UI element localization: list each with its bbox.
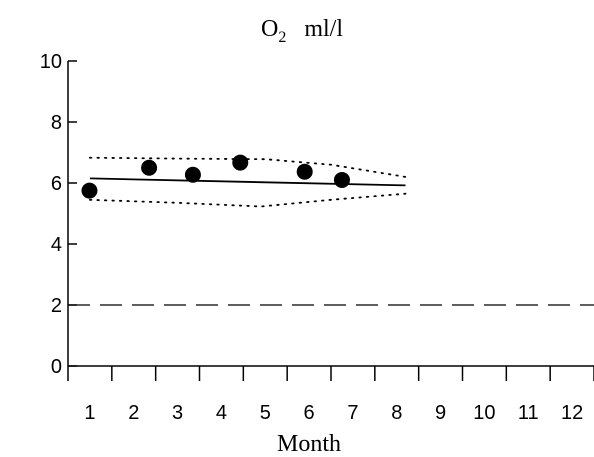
x-tick-label: 10 xyxy=(473,402,495,424)
y-tick-label: 8 xyxy=(51,112,62,134)
y-axis-ticks: 0 2 4 6 8 10 xyxy=(40,51,77,378)
x-tick-label: 7 xyxy=(347,402,358,424)
data-point xyxy=(333,171,350,188)
y-tick-label: 6 xyxy=(51,173,62,195)
data-point xyxy=(81,182,98,199)
x-tick-label: 5 xyxy=(260,402,271,424)
x-axis-label: Month xyxy=(277,431,341,457)
chart-title-subscript: 2 xyxy=(278,29,286,46)
data-point xyxy=(296,163,313,180)
y-tick-label: 10 xyxy=(40,51,62,73)
data-point xyxy=(141,159,158,176)
x-tick-label: 8 xyxy=(391,402,402,424)
x-tick-label: 4 xyxy=(216,402,227,424)
x-tick-label: 6 xyxy=(304,402,315,424)
x-tick-label: 12 xyxy=(561,402,583,424)
x-tick-label: 11 xyxy=(518,402,539,424)
chart-title-main: O xyxy=(261,16,278,42)
trend-line xyxy=(89,177,406,187)
x-tick-label: 9 xyxy=(435,402,446,424)
y-tick-label: 0 xyxy=(51,356,62,378)
chart-title: O2 ml/l xyxy=(261,16,343,46)
data-points xyxy=(81,154,350,199)
x-tick-label: 1 xyxy=(84,402,95,424)
series-lines xyxy=(68,156,594,306)
y-tick-label: 2 xyxy=(51,295,62,317)
x-tick-label: 2 xyxy=(128,402,139,424)
data-point xyxy=(232,154,249,171)
y-tick-label: 4 xyxy=(51,234,62,256)
data-point xyxy=(184,166,201,183)
chart-title-unit: ml/l xyxy=(304,16,343,42)
lower-confidence xyxy=(89,192,407,208)
x-axis-ticks: 1 2 3 4 5 6 7 8 9 10 11 12 xyxy=(67,366,594,424)
x-tick-label: 3 xyxy=(172,402,183,424)
